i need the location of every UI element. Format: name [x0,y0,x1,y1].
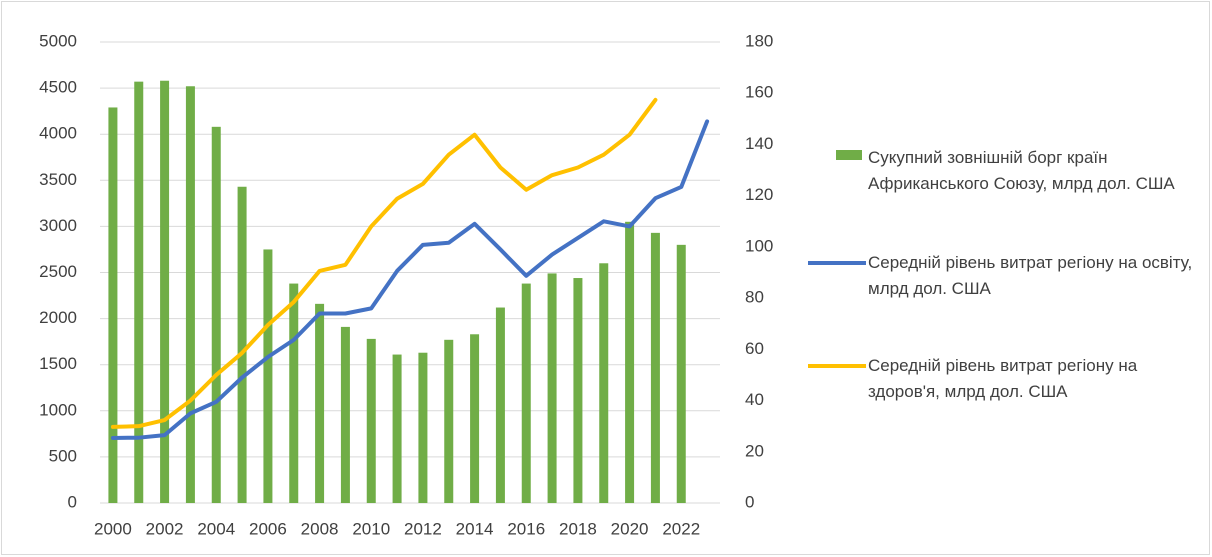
line [110,119,710,440]
bar [392,354,402,503]
y2-tick-label: 100 [745,236,773,255]
bar [289,283,299,503]
y2-tick-label: 60 [745,339,764,358]
y2-tick-label: 140 [745,134,773,153]
x-tick-label: 2004 [197,519,235,538]
x-tick-label: 2010 [352,519,390,538]
bar [160,80,170,503]
bar [547,273,557,503]
y-tick-label: 1000 [39,400,77,419]
y2-tick-label: 0 [745,492,754,511]
bar [650,232,660,503]
x-tick-label: 2000 [94,519,132,538]
y-tick-label: 5000 [39,31,77,50]
x-tick-label: 2020 [611,519,649,538]
bar [444,339,454,503]
y2-tick-label: 180 [745,31,773,50]
x-tick-label: 2006 [249,519,287,538]
line [110,97,658,429]
x-tick-label: 2022 [662,519,700,538]
bar [185,86,195,504]
bar [470,334,480,503]
bar [625,221,635,504]
y2-tick-label: 160 [745,83,773,102]
bar [418,352,428,503]
y-tick-label: 500 [49,446,77,465]
bar [134,81,144,503]
x-tick-label: 2008 [301,519,339,538]
legend-label: Середній рівень витрат регіону на здоров… [868,356,1138,401]
y-tick-label: 0 [68,492,77,511]
y-tick-label: 3500 [39,170,77,189]
legend-label: Сукупний зовнішній борг країн Африканськ… [868,148,1175,193]
legend-swatch [808,364,866,368]
y-tick-label: 3000 [39,216,77,235]
y-tick-label: 4000 [39,124,77,143]
bar [599,263,609,503]
bar [340,326,350,503]
y2-tick-label: 40 [745,390,764,409]
bar [495,307,505,503]
bar [676,244,686,503]
y-tick-label: 2500 [39,262,77,281]
bar [263,249,273,503]
bar [315,303,325,503]
legend-label: Середній рівень витрат регіону на освіту… [868,253,1193,298]
bar [366,338,376,503]
x-tick-label: 2016 [507,519,545,538]
x-tick-label: 2012 [404,519,442,538]
bar [573,278,583,503]
bar [521,283,531,503]
legend-swatch [836,150,862,160]
x-tick-label: 2018 [559,519,597,538]
y-tick-label: 2000 [39,308,77,327]
y2-tick-label: 20 [745,441,764,460]
y-tick-label: 4500 [39,78,77,97]
bar [211,126,221,503]
legend-swatch [808,261,866,265]
bar [237,186,247,503]
y-tick-label: 1500 [39,354,77,373]
x-tick-label: 2014 [456,519,494,538]
x-tick-label: 2002 [146,519,184,538]
y2-tick-label: 120 [745,185,773,204]
bar [108,107,118,503]
y2-tick-label: 80 [745,288,764,307]
